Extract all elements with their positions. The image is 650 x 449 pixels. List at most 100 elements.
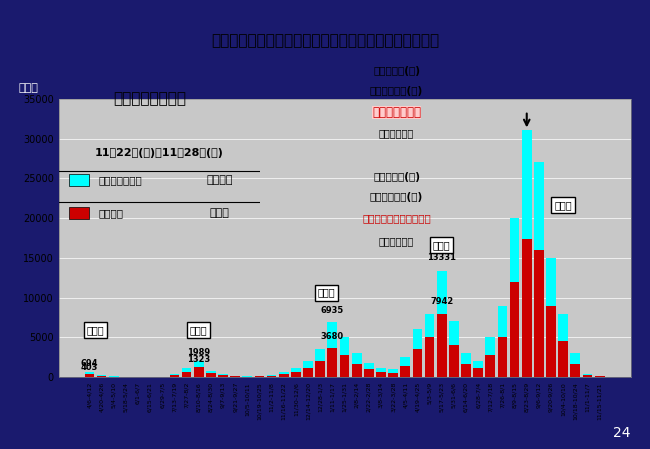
Text: ～８月２９日(日): ～８月２９日(日) bbox=[370, 192, 423, 202]
Bar bbox=[558, 313, 568, 377]
Bar bbox=[582, 374, 592, 377]
Text: ８月２３日(月): ８月２３日(月) bbox=[373, 172, 420, 182]
Bar bbox=[388, 373, 398, 377]
Bar bbox=[328, 322, 337, 377]
Bar bbox=[546, 258, 556, 377]
Text: 第１波: 第１波 bbox=[86, 325, 104, 335]
Bar bbox=[424, 313, 434, 377]
Text: 1989: 1989 bbox=[187, 348, 210, 357]
Bar bbox=[182, 368, 191, 377]
Text: ～８月２９日(日): ～８月２９日(日) bbox=[370, 86, 423, 96]
Bar bbox=[279, 374, 289, 377]
Bar bbox=[595, 376, 604, 377]
Bar bbox=[522, 130, 532, 377]
Bar bbox=[291, 372, 301, 377]
Bar bbox=[364, 369, 374, 377]
Text: ３１，０３５人: ３１，０３５人 bbox=[372, 106, 421, 119]
Bar bbox=[218, 375, 228, 377]
Bar bbox=[461, 353, 471, 377]
Bar bbox=[255, 376, 265, 377]
Text: 第２波: 第２波 bbox=[190, 325, 207, 335]
Bar bbox=[571, 364, 580, 377]
Bar bbox=[510, 218, 519, 377]
Bar bbox=[218, 374, 228, 377]
Text: 24: 24 bbox=[613, 426, 630, 440]
Bar bbox=[364, 363, 374, 377]
Bar bbox=[170, 374, 179, 377]
Bar bbox=[340, 337, 349, 377]
Bar bbox=[486, 355, 495, 377]
Bar bbox=[170, 375, 179, 377]
Bar bbox=[303, 368, 313, 377]
Text: 7942: 7942 bbox=[430, 297, 453, 306]
Text: 大阪府：１７，４０８人: 大阪府：１７，４０８人 bbox=[362, 213, 431, 224]
Bar bbox=[328, 348, 337, 377]
Bar bbox=[376, 368, 386, 377]
Bar bbox=[413, 330, 422, 377]
Bar bbox=[413, 349, 422, 377]
Bar bbox=[97, 375, 107, 377]
Text: １３１人: １３１人 bbox=[207, 175, 233, 185]
Bar bbox=[206, 371, 216, 377]
Bar bbox=[352, 364, 361, 377]
Bar bbox=[546, 306, 556, 377]
Bar bbox=[206, 373, 216, 377]
Bar bbox=[400, 357, 410, 377]
Text: 11月22日(月)～11月28日(日): 11月22日(月)～11月28日(日) bbox=[95, 148, 224, 158]
Bar bbox=[230, 376, 240, 377]
Bar bbox=[449, 321, 459, 377]
Text: 1323: 1323 bbox=[187, 355, 211, 364]
Text: 第１波からの状況: 第１波からの状況 bbox=[113, 91, 186, 106]
Bar bbox=[473, 361, 483, 377]
Text: 第４波: 第４波 bbox=[433, 240, 450, 250]
Bar bbox=[424, 337, 434, 377]
Text: ：大阪府: ：大阪府 bbox=[99, 208, 124, 218]
Bar bbox=[303, 361, 313, 377]
Text: （過去最多）: （過去最多） bbox=[379, 236, 414, 246]
Bar bbox=[510, 282, 519, 377]
Bar bbox=[498, 337, 507, 377]
Text: ８６人: ８６人 bbox=[210, 208, 229, 218]
Bar bbox=[582, 375, 592, 377]
Bar bbox=[376, 372, 386, 377]
FancyBboxPatch shape bbox=[69, 174, 88, 186]
Bar bbox=[255, 376, 265, 377]
Text: ：２府４県合計: ：２府４県合計 bbox=[99, 175, 142, 185]
Text: 403: 403 bbox=[81, 363, 98, 372]
Bar bbox=[266, 375, 276, 377]
Text: 3680: 3680 bbox=[321, 332, 344, 341]
Bar bbox=[473, 369, 483, 377]
Text: 関西２府４県における新規陽性者数の推移　（週単位）: 関西２府４県における新規陽性者数の推移 （週単位） bbox=[211, 33, 439, 48]
Bar bbox=[388, 369, 398, 377]
Bar bbox=[571, 353, 580, 377]
Bar bbox=[352, 353, 361, 377]
Bar bbox=[437, 314, 447, 377]
Bar bbox=[109, 376, 118, 377]
Bar bbox=[279, 372, 289, 377]
Bar bbox=[84, 372, 94, 377]
Bar bbox=[291, 368, 301, 377]
Bar bbox=[461, 364, 471, 377]
Bar bbox=[437, 271, 447, 377]
Text: 13331: 13331 bbox=[427, 253, 456, 262]
Text: 第５波: 第５波 bbox=[554, 200, 572, 210]
Bar bbox=[449, 345, 459, 377]
Text: 6935: 6935 bbox=[320, 306, 344, 315]
Bar bbox=[534, 163, 544, 377]
Bar bbox=[595, 376, 604, 377]
Text: 第３波: 第３波 bbox=[317, 288, 335, 298]
Bar bbox=[194, 367, 203, 377]
Bar bbox=[84, 374, 94, 377]
Bar bbox=[558, 341, 568, 377]
Bar bbox=[522, 239, 532, 377]
Bar bbox=[534, 250, 544, 377]
Bar bbox=[230, 375, 240, 377]
Text: （過去最多）: （過去最多） bbox=[379, 128, 414, 138]
FancyBboxPatch shape bbox=[69, 207, 88, 220]
Bar bbox=[242, 376, 252, 377]
Bar bbox=[340, 355, 349, 377]
Bar bbox=[315, 349, 325, 377]
Bar bbox=[182, 372, 191, 377]
Bar bbox=[266, 376, 276, 377]
Text: （人）: （人） bbox=[18, 83, 38, 93]
